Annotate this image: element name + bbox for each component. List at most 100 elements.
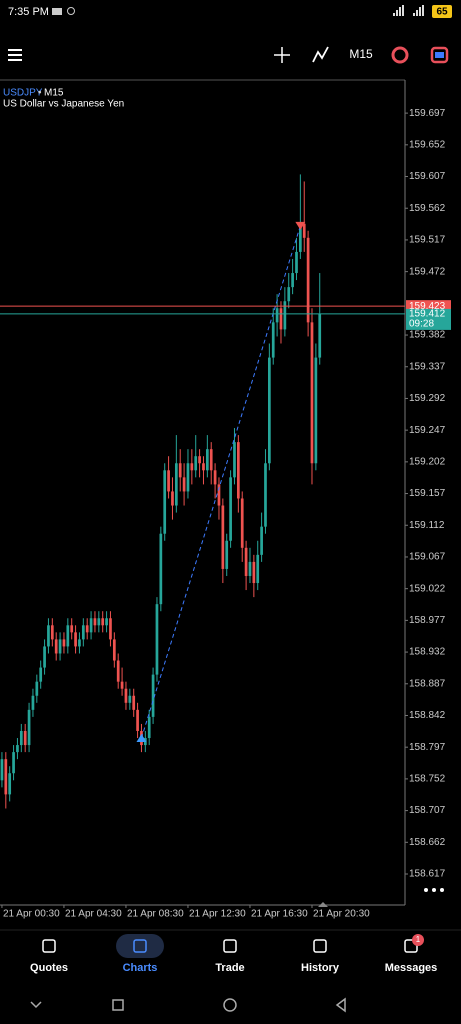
candle-body: [221, 505, 225, 569]
candle-body: [39, 667, 43, 682]
candle-body: [318, 313, 322, 358]
ask-label-box: [406, 300, 451, 312]
y-tick-label: 159.607: [409, 171, 446, 182]
chart-description: US Dollar vs Japanese Yen: [3, 99, 124, 110]
nav-item[interactable]: Messages 1: [385, 934, 438, 974]
candle-body: [178, 463, 182, 478]
candle-body: [264, 463, 267, 527]
plot: [0, 174, 405, 809]
candle-body: [151, 674, 155, 717]
candle-body: [213, 470, 217, 485]
y-tick-label: 159.562: [409, 203, 446, 214]
candle-body: [314, 357, 318, 464]
crosshair-button[interactable]: [274, 47, 290, 63]
x-tick-label: 21 Apr 04:30: [65, 909, 122, 920]
y-tick-label: 159.292: [409, 393, 446, 404]
candle-body: [66, 625, 70, 647]
system-back[interactable]: [335, 997, 346, 1013]
candle-body: [31, 695, 35, 710]
chart-timeframe: M15: [44, 88, 64, 99]
candle-body: [54, 639, 58, 654]
bid-label: 159.412: [409, 309, 446, 320]
status-icons: [52, 7, 75, 15]
battery: [432, 5, 452, 18]
nav-item[interactable]: Quotes: [30, 939, 68, 974]
candle-body: [97, 618, 101, 626]
candle-body: [310, 322, 314, 464]
candle-body: [198, 456, 201, 464]
candle-body: [89, 618, 93, 633]
candle-body: [16, 745, 19, 753]
y-tick-label: 159.112: [409, 520, 445, 531]
system-hide[interactable]: [30, 1001, 42, 1009]
menu-button[interactable]: [8, 49, 22, 61]
nav-item[interactable]: Trade: [215, 939, 245, 974]
nav-item[interactable]: History: [301, 939, 340, 974]
candle-body: [136, 709, 139, 731]
objects-button[interactable]: [391, 46, 409, 64]
signal-icons: [393, 5, 424, 16]
indicators-button[interactable]: [312, 46, 329, 63]
countdown-label: 09:28: [409, 319, 434, 330]
nav-label: Charts: [123, 962, 158, 974]
trade-button[interactable]: [430, 46, 449, 64]
nav-icon: [42, 939, 56, 953]
y-tick-label: 159.157: [409, 488, 446, 499]
y-tick-label: 158.797: [409, 742, 446, 753]
candle-body: [186, 463, 190, 492]
candle-body: [35, 681, 39, 696]
y-tick-label: 159.382: [409, 330, 446, 341]
chart-symbol: USDJPY: [3, 88, 43, 99]
candle-body: [306, 237, 310, 323]
x-tick-label: 21 Apr 08:30: [127, 909, 184, 920]
candle-body: [120, 681, 124, 689]
timeframe-button[interactable]: M15: [349, 47, 373, 61]
bottom-nav: Quotes Charts Trade History Messages 1: [30, 934, 437, 974]
candle-body: [244, 547, 248, 576]
battery-level: 65: [436, 7, 448, 18]
candle-body: [217, 484, 221, 506]
candle-body: [62, 639, 66, 647]
nav-item[interactable]: Charts: [116, 934, 164, 974]
candle-body: [124, 688, 128, 703]
trade-button-inner: [435, 52, 444, 58]
candle-body: [27, 709, 31, 746]
x-tick-label: 21 Apr 20:30: [313, 909, 370, 920]
candle-body: [194, 456, 198, 471]
candle-body: [167, 470, 170, 492]
nav-label: Trade: [215, 962, 244, 974]
y-tick-label: 158.662: [409, 837, 446, 848]
candle-body: [105, 618, 108, 626]
candle-body: [101, 618, 105, 626]
scroll-marker: [318, 902, 328, 907]
y-tick-label: 159.697: [409, 108, 446, 119]
candle-body: [12, 752, 15, 774]
candle-body: [159, 533, 163, 605]
badge-count: 1: [416, 935, 421, 944]
candle-body: [47, 625, 50, 647]
chart-separator: •: [38, 88, 42, 99]
nav-icon: [223, 939, 237, 953]
more-button[interactable]: [424, 888, 444, 892]
nav-label: History: [301, 962, 340, 974]
candle-body: [58, 639, 62, 654]
candle-body: [74, 632, 77, 647]
candle-body: [93, 618, 97, 626]
candle-body: [163, 470, 167, 534]
system-home[interactable]: [223, 998, 237, 1012]
candle-body: [182, 477, 186, 492]
candle-body: [283, 301, 287, 330]
candle-body: [174, 463, 178, 506]
candle-body: [23, 730, 27, 746]
badge: [412, 934, 424, 946]
candle-body: [295, 251, 298, 274]
system-recents[interactable]: [112, 999, 124, 1011]
status-time: 7:35 PM: [8, 6, 49, 18]
candle-body: [132, 695, 136, 710]
candle-body: [267, 357, 271, 464]
candle-body: [109, 618, 112, 640]
candle-body: [271, 322, 275, 358]
ask-label: 159.423: [409, 301, 446, 312]
